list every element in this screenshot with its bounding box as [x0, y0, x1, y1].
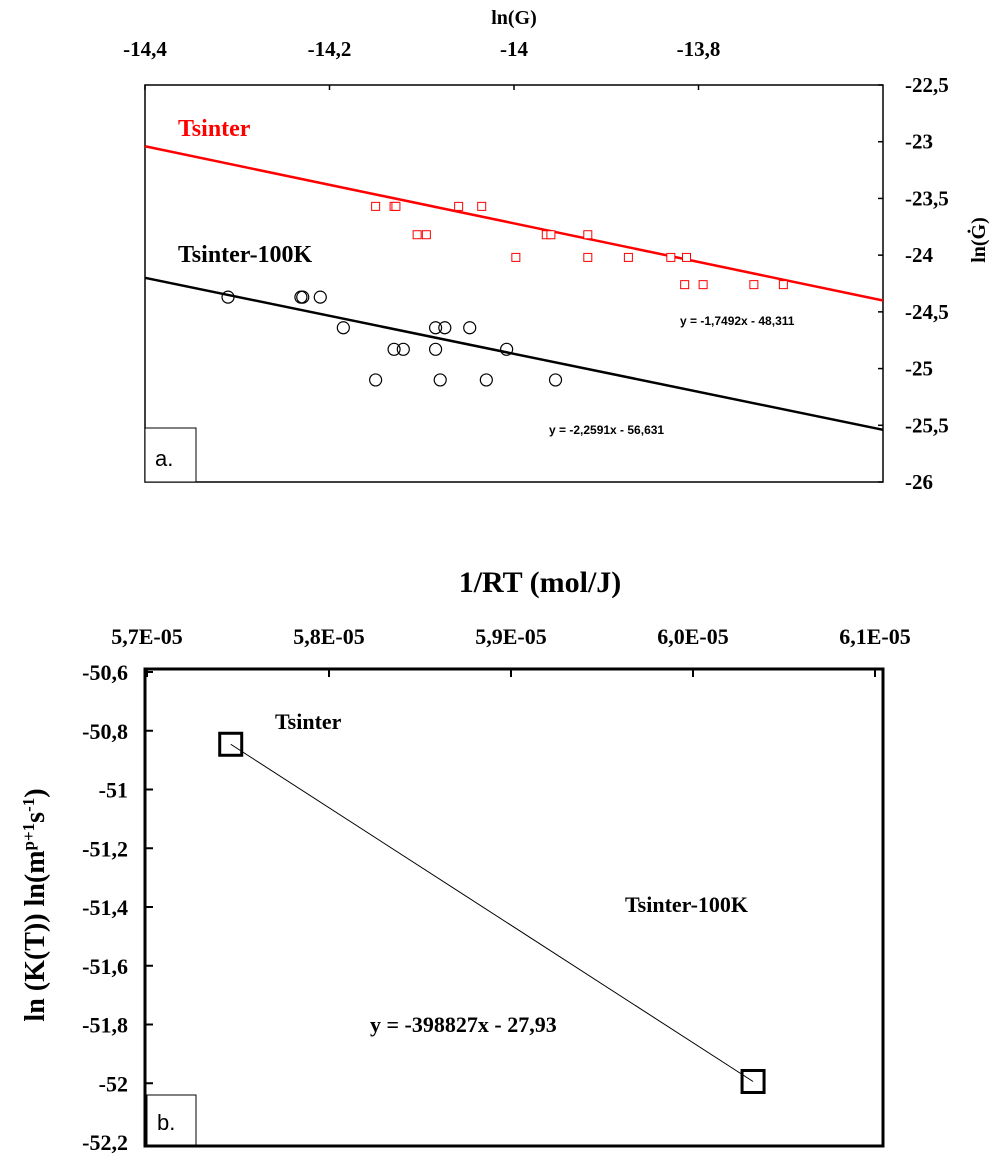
equation-tsinter: y = -1,7492x - 48,311	[680, 314, 795, 328]
data-point-tsinter-100k	[369, 373, 383, 387]
data-point-tsinter-100k	[740, 1068, 766, 1094]
series-label-tsinter: Tsinter	[178, 116, 251, 142]
data-point-tsinter	[477, 201, 487, 211]
panel-b-y-axis-title: ln (K(T)) ln(mp+1s-1)	[19, 788, 51, 1021]
panel-a-label-box	[144, 427, 197, 483]
panel-a-y-axis-title: ln(Ġ)	[966, 217, 990, 263]
panel-b-x-tick-label: 5,9E-05	[475, 624, 547, 649]
panel-b-y-tick-label: -51,8	[82, 1013, 128, 1038]
panel-b-label: b.	[157, 1110, 175, 1135]
data-point-tsinter	[454, 201, 464, 211]
panel-a-y-tick-label: -23,5	[905, 186, 949, 210]
data-point-tsinter-100k	[336, 321, 350, 335]
panel-b-y-tick-label: -52	[99, 1071, 128, 1096]
point-label-tsinter-100k: Tsinter-100K	[625, 892, 748, 917]
equation-tsinter-100k: y = -2,2591x - 56,631	[549, 423, 664, 437]
panel-b-y-tick-label: -51,6	[82, 954, 128, 979]
data-point-tsinter	[682, 252, 692, 262]
panel-a-lines	[144, 145, 884, 432]
data-point-tsinter	[623, 252, 633, 262]
data-point-tsinter	[778, 280, 788, 290]
data-point-tsinter-100k	[428, 342, 443, 356]
panel-b-y-tick-label: -50,8	[82, 719, 128, 744]
data-point-tsinter	[391, 201, 401, 211]
data-point-tsinter-100k	[433, 373, 447, 387]
panel-a-x-ticks: -14,4 -14,2 -14 -13,8	[123, 37, 720, 90]
panel-a-x-tick-label: -13,8	[677, 37, 721, 61]
panel-a-y-tick-label: -24,5	[905, 300, 949, 324]
panel-a-y-tick-label: -23	[905, 130, 933, 154]
data-point-tsinter	[511, 252, 521, 262]
panel-b-x-tick-label: 6,1E-05	[839, 624, 911, 649]
panel-a-y-ticks: -22,5 -23 -23,5 -24 -24,5 -25 -25,5 -26	[878, 73, 949, 494]
series-label-tsinter-100k: Tsinter-100K	[178, 242, 313, 268]
data-point-tsinter	[421, 230, 431, 240]
panel-a-y-tick-label: -26	[905, 470, 933, 494]
data-point-tsinter-100k	[387, 342, 401, 356]
panel-b-y-tick-label: -51,2	[82, 836, 128, 861]
panel-a-x-axis-title: ln(G)	[491, 7, 537, 29]
panel-b-y-tick-label: -52,2	[82, 1130, 128, 1155]
data-point-tsinter-100k	[438, 321, 452, 335]
panel-b-x-tick-label: 6,0E-05	[657, 624, 729, 649]
panel-a-y-tick-label: -25,5	[905, 413, 949, 437]
trendline-b	[230, 743, 754, 1082]
panel-a-x-tick-label: -14,4	[123, 37, 167, 61]
panel-b-y-tick-label: -51,4	[82, 895, 128, 920]
panel-b-x-axis-title: 1/RT (mol/J)	[459, 566, 622, 599]
data-point-tsinter	[412, 230, 422, 240]
panel-a-label: a.	[155, 446, 173, 471]
panel-b: 1/RT (mol/J) ln (K(T)) ln(mp+1s-1) 5,7E-…	[19, 566, 911, 1155]
data-point-tsinter-100k	[548, 373, 563, 387]
panel-b-x-ticks: 5,7E-05 5,8E-05 5,9E-05 6,0E-05 6,1E-05	[111, 624, 911, 677]
data-point-tsinter	[218, 731, 244, 757]
fit-line-tsinter-100k	[144, 276, 884, 432]
data-point-tsinter-100k	[500, 342, 514, 356]
point-label-tsinter: Tsinter	[275, 709, 342, 734]
data-point-tsinter-100k	[221, 290, 235, 304]
data-point-tsinter	[583, 230, 593, 240]
panel-a-points	[221, 201, 788, 387]
data-point-tsinter-100k	[479, 373, 493, 387]
data-point-tsinter	[698, 280, 708, 290]
data-point-tsinter	[666, 252, 676, 262]
data-point-tsinter	[371, 201, 381, 211]
panel-b-x-tick-label: 5,7E-05	[111, 624, 183, 649]
panel-a-x-tick-label: -14,2	[308, 37, 352, 61]
panel-b-y-tick-label: -50,6	[82, 660, 128, 685]
panel-b-plot-area	[143, 667, 885, 1148]
panel-a-y-tick-label: -22,5	[905, 73, 949, 97]
data-point-tsinter-100k	[396, 342, 410, 356]
data-point-tsinter	[546, 230, 556, 240]
panel-b-lines	[230, 743, 754, 1082]
panel-a-y-tick-label: -24	[905, 243, 933, 267]
data-point-tsinter	[680, 280, 690, 290]
panel-a-y-tick-label: -25	[905, 357, 933, 381]
panel-b-points	[218, 731, 766, 1094]
panel-a-x-tick-label: -14	[500, 37, 528, 61]
data-point-tsinter-100k	[463, 321, 477, 335]
fit-line-tsinter	[144, 145, 884, 302]
data-point-tsinter	[583, 252, 593, 262]
panel-b-y-ticks: -50,6 -50,8 -51 -51,2 -51,4 -51,6 -51,8 -52 -52,…	[82, 660, 153, 1155]
data-point-tsinter-100k	[428, 321, 443, 335]
panel-b-x-tick-label: 5,8E-05	[293, 624, 365, 649]
equation-b: y = -398827x - 27,93	[370, 1012, 557, 1037]
panel-b-y-tick-label: -51	[99, 778, 128, 803]
panel-a: ln(G) ln(Ġ) -14,4 -14,2 -14 -13,8 -22,5-23-…	[123, 7, 990, 494]
data-point-tsinter	[749, 280, 759, 290]
data-point-tsinter-100k	[296, 290, 310, 304]
panel-a-plot-area	[144, 84, 884, 483]
panel-b-label-box	[146, 1094, 197, 1146]
data-point-tsinter-100k	[313, 290, 327, 304]
